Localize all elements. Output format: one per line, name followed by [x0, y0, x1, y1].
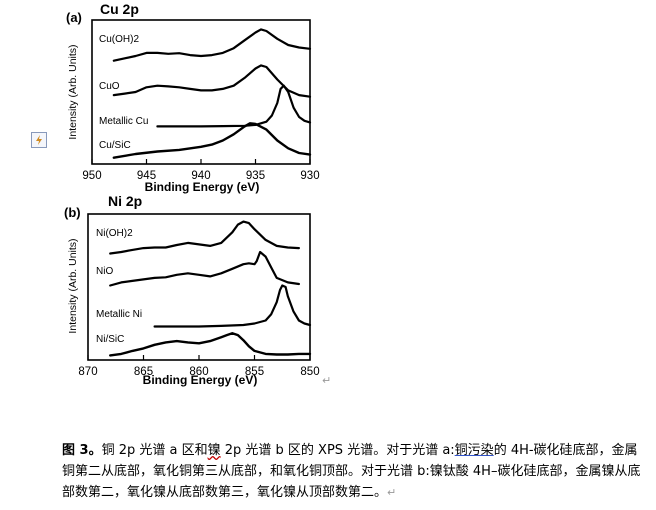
- panel-b-x-tick-label-865: 865: [134, 366, 153, 378]
- caption-wavy-word: 镍: [207, 443, 221, 458]
- panel-a-series-line-2: [156, 84, 312, 128]
- panel-a-label: (a): [66, 10, 82, 25]
- caption-part3: 的 4H-碳化硅底部，金属铜第二从底部，氧化铜第三从底部，和氧化铜顶部。对于光谱…: [62, 443, 641, 500]
- panel-b-series-label-ni-sic: Ni/SiC: [96, 334, 124, 345]
- panel-b-series-label-metallic-ni: Metallic Ni: [96, 309, 142, 320]
- panel-b-x-tick-label-855: 855: [245, 366, 264, 378]
- panel-b-series: [109, 220, 312, 357]
- panel-b-x-tick-label-870: 870: [78, 366, 97, 378]
- panel-b-ni-2p: (b) Ni 2p Intensity (Arb. Units) 870 865 8…: [64, 193, 320, 387]
- panel-b-ylabel: Intensity (Arb. Units): [67, 238, 79, 333]
- panel-a-x-tick-label-935: 935: [246, 170, 265, 182]
- lightning-icon: [36, 135, 42, 145]
- panel-a-series-line-0: [112, 28, 312, 62]
- panel-a-x-tick-label-950: 950: [82, 170, 101, 182]
- panel-a-xlabel: Binding Energy (eV): [145, 180, 260, 194]
- panel-b-series-line-3: [109, 332, 312, 357]
- panel-b-series-line-1: [109, 250, 300, 287]
- panel-a-x-tick-label-940: 940: [191, 170, 210, 182]
- document-anchor-icon[interactable]: [31, 132, 47, 148]
- panel-b-x-tick-label-860: 860: [189, 366, 208, 378]
- panel-a-series-label-metallic-cu: Metallic Cu: [99, 116, 148, 127]
- panel-a-series-line-1: [112, 64, 312, 98]
- panel-a-x-tick-label-930: 930: [300, 170, 319, 182]
- figure-return-mark: ↵: [322, 374, 331, 387]
- panel-b-x-ticks: 870 865 860 855 850: [78, 355, 320, 378]
- panel-a-cu-2p: (a) Cu 2p Intensity (Arb. Units) 950 945 9…: [66, 1, 320, 194]
- caption-underlined-term: 铜污染: [454, 443, 494, 458]
- panel-b-series-label-nio: NiO: [96, 266, 113, 277]
- caption-return-mark: ↵: [387, 486, 397, 499]
- panel-a-series-label-cu-oh-2: Cu(OH)2: [99, 34, 139, 45]
- panel-b-x-tick-label-850: 850: [300, 366, 319, 378]
- panel-a-series-label-cuo: CuO: [99, 81, 120, 92]
- panel-a-series-line-3: [112, 122, 312, 159]
- panel-a-series: [112, 28, 312, 159]
- caption-label: 图 3。: [62, 443, 102, 458]
- caption-part1: 铜 2p 光谱 a 区和: [101, 443, 208, 458]
- panel-b-label: (b): [64, 205, 81, 220]
- xps-figure: (a) Cu 2p Intensity (Arb. Units) 950 945 9…: [64, 1, 331, 387]
- panel-b-series-label-ni-oh-2: Ni(OH)2: [96, 228, 133, 239]
- panel-b-title: Ni 2p: [108, 193, 142, 209]
- panel-a-x-ticks: 950 945 940 935 930: [82, 159, 320, 182]
- panel-b-series-line-0: [109, 220, 300, 255]
- panel-a-ylabel: Intensity (Arb. Units): [67, 44, 79, 139]
- panel-b-xlabel: Binding Energy (eV): [143, 373, 258, 387]
- panel-a-series-label-cu-sic: Cu/SiC: [99, 140, 131, 151]
- panel-a-x-tick-label-945: 945: [137, 170, 156, 182]
- figure-caption: 图 3。铜 2p 光谱 a 区和镍 2p 光谱 b 区的 XPS 光谱。对于光谱…: [62, 440, 642, 503]
- panel-a-title: Cu 2p: [100, 1, 139, 17]
- panel-b-series-line-2: [153, 284, 312, 328]
- caption-part2: 2p 光谱 b 区的 XPS 光谱。对于光谱 a:: [220, 443, 455, 458]
